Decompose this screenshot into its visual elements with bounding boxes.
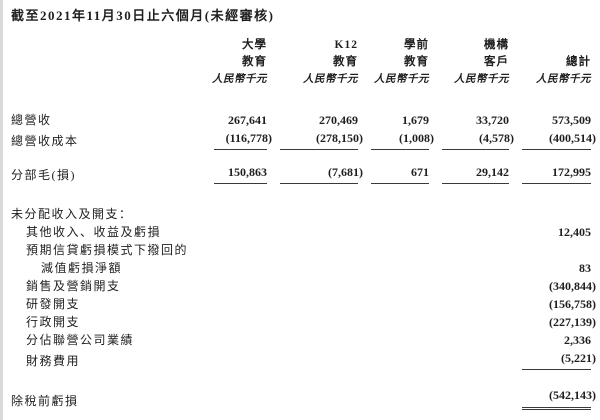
table-row: 未分配收入及開支：	[11, 205, 591, 223]
cell-value: (7,681)	[328, 165, 363, 179]
table-row: 研發開支 (156,758)	[11, 295, 596, 313]
cell-value: (5,221)	[561, 351, 596, 365]
cell-value: (156,758)	[549, 297, 596, 311]
segment-results-table: 大學 K12 學前 機構 教育 教育 教育 客戶 總計 人民幣千元 人民幣千元 …	[11, 37, 596, 410]
cell-value: 267,641	[228, 113, 267, 127]
header-row-units: 人民幣千元 人民幣千元 人民幣千元 人民幣千元 人民幣千元	[11, 71, 591, 88]
table-row: 財務費用 (5,221)	[11, 349, 596, 370]
column-header: 大學	[242, 39, 267, 51]
unit-label: 人民幣千元	[303, 74, 358, 85]
cell-value: (340,844)	[549, 279, 596, 293]
cell-value: (542,143)	[549, 388, 596, 402]
row-label: 其他收入、收益及虧損	[26, 225, 162, 239]
cell-value: 150,863	[228, 165, 267, 179]
header-row-1: 大學 K12 學前 機構	[11, 37, 591, 54]
row-label: 除稅前虧損	[11, 394, 79, 408]
table-row: 分部毛(損) 150,863 (7,681) 671 29,142 172,99…	[11, 163, 591, 184]
column-header: 教育	[404, 56, 429, 68]
cell-value: (227,139)	[549, 315, 596, 329]
column-header: 機構	[484, 39, 509, 51]
cell-value: 1,679	[402, 113, 429, 127]
header-row-2: 教育 教育 教育 客戶 總計	[11, 54, 591, 71]
row-label: 研發開支	[26, 297, 81, 311]
column-header: 教育	[333, 56, 358, 68]
unit-label: 人民幣千元	[454, 74, 509, 85]
table-row: 減值虧損淨額 83	[11, 259, 591, 277]
table-row: 預期信貸虧損模式下撥回的	[11, 241, 591, 259]
table-row: 行政開支 (227,139)	[11, 313, 596, 331]
page-title: 截至2021年11月30日止六個月(未經審核)	[11, 8, 275, 23]
column-header: 學前	[404, 39, 429, 51]
table-row: 除稅前虧損 (542,143)	[11, 386, 596, 410]
unit-label: 人民幣千元	[212, 74, 267, 85]
unit-label: 人民幣千元	[374, 74, 429, 85]
table-row: 銷售及營銷開支 (340,844)	[11, 277, 596, 295]
cell-value: 2,336	[564, 333, 591, 347]
row-label: 未分配收入及開支：	[11, 207, 133, 221]
row-label: 減值虧損淨額	[41, 261, 123, 275]
row-label: 分部毛(損)	[11, 168, 76, 182]
cell-value: 172,995	[552, 165, 591, 179]
column-header: 教育	[242, 56, 267, 68]
row-label: 分佔聯營公司業績	[26, 333, 135, 347]
row-label: 總營收	[11, 113, 52, 127]
cell-value: (400,514)	[549, 131, 596, 145]
column-header	[509, 37, 591, 54]
column-header: K12	[334, 39, 358, 51]
row-label: 銷售及營銷開支	[26, 279, 121, 293]
cell-value: 83	[579, 261, 591, 275]
table-row: 總營收成本 (116,778) (278,150) (1,008) (4,578…	[11, 129, 596, 150]
row-label: 財務費用	[26, 354, 81, 368]
column-header: 客戶	[484, 56, 509, 68]
cell-value: (116,778)	[225, 131, 272, 145]
row-label: 行政開支	[26, 315, 81, 329]
table-row: 總營收 267,641 270,469 1,679 33,720 573,509	[11, 111, 591, 129]
cell-value: (4,578)	[479, 131, 514, 145]
row-label: 預期信貸虧損模式下撥回的	[26, 243, 189, 257]
cell-value: 671	[411, 165, 429, 179]
table-row: 其他收入、收益及虧損 12,405	[11, 223, 591, 241]
cell-value: 29,142	[476, 165, 509, 179]
unit-label: 人民幣千元	[536, 74, 591, 85]
cell-value: (278,150)	[316, 131, 363, 145]
cell-value: 33,720	[476, 113, 509, 127]
column-header: 總計	[566, 56, 591, 68]
cell-value: 12,405	[558, 225, 591, 239]
cell-value: 573,509	[552, 113, 591, 127]
row-label: 總營收成本	[11, 134, 79, 148]
cell-value: (1,008)	[399, 131, 434, 145]
table-row: 分佔聯營公司業績 2,336	[11, 331, 591, 349]
cell-value: 270,469	[319, 113, 358, 127]
